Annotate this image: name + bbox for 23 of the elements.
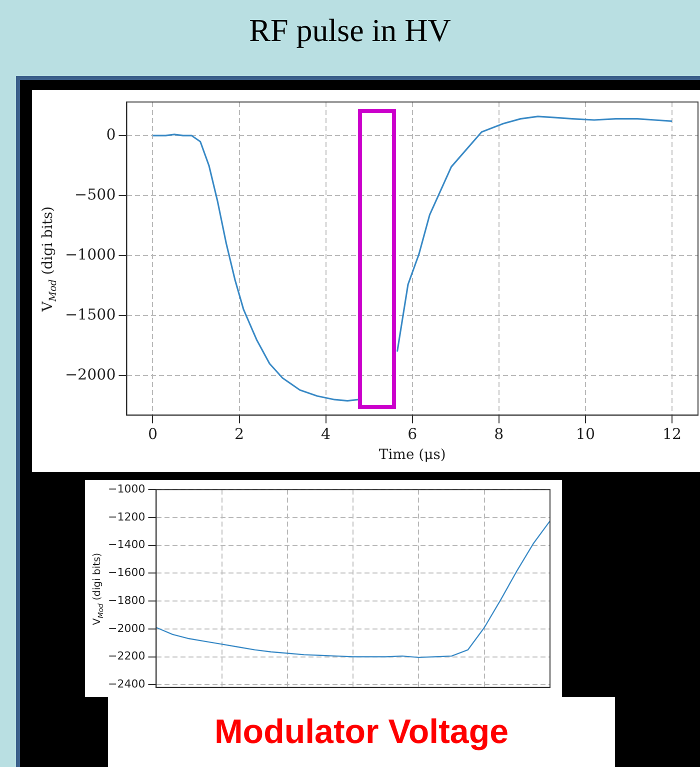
x-tick-label: 4 bbox=[321, 425, 331, 444]
y-tick-label: 0 bbox=[106, 125, 116, 144]
y-tick-label: −1800 bbox=[108, 594, 146, 607]
y-tick-label: −1200 bbox=[108, 510, 146, 524]
y-tick-label: −2000 bbox=[108, 622, 146, 635]
y-tick-label: −1500 bbox=[64, 305, 116, 324]
y-tick-label: −1400 bbox=[108, 538, 146, 552]
y-tick-label: −1000 bbox=[64, 245, 116, 264]
y-tick-label: −2400 bbox=[108, 677, 146, 690]
x-tick-label: 2 bbox=[234, 425, 244, 444]
x-tick-label: 10 bbox=[576, 425, 596, 444]
y-tick-label: −2000 bbox=[64, 365, 116, 384]
x-tick-label: 8 bbox=[494, 425, 504, 444]
x-axis-title: Time (μs) bbox=[378, 447, 446, 464]
y-tick-label: −1000 bbox=[108, 482, 146, 496]
y-tick-label: −2200 bbox=[108, 650, 146, 663]
chart-title: RF pulse in HV bbox=[248, 12, 452, 49]
y-tick-label: −500 bbox=[74, 185, 116, 204]
text: Modulator Voltage bbox=[108, 697, 615, 767]
x-tick-label: 12 bbox=[662, 425, 682, 444]
y-tick-label: −1600 bbox=[108, 566, 146, 580]
x-tick-label: 0 bbox=[148, 425, 158, 444]
x-tick-label: 6 bbox=[408, 425, 418, 444]
